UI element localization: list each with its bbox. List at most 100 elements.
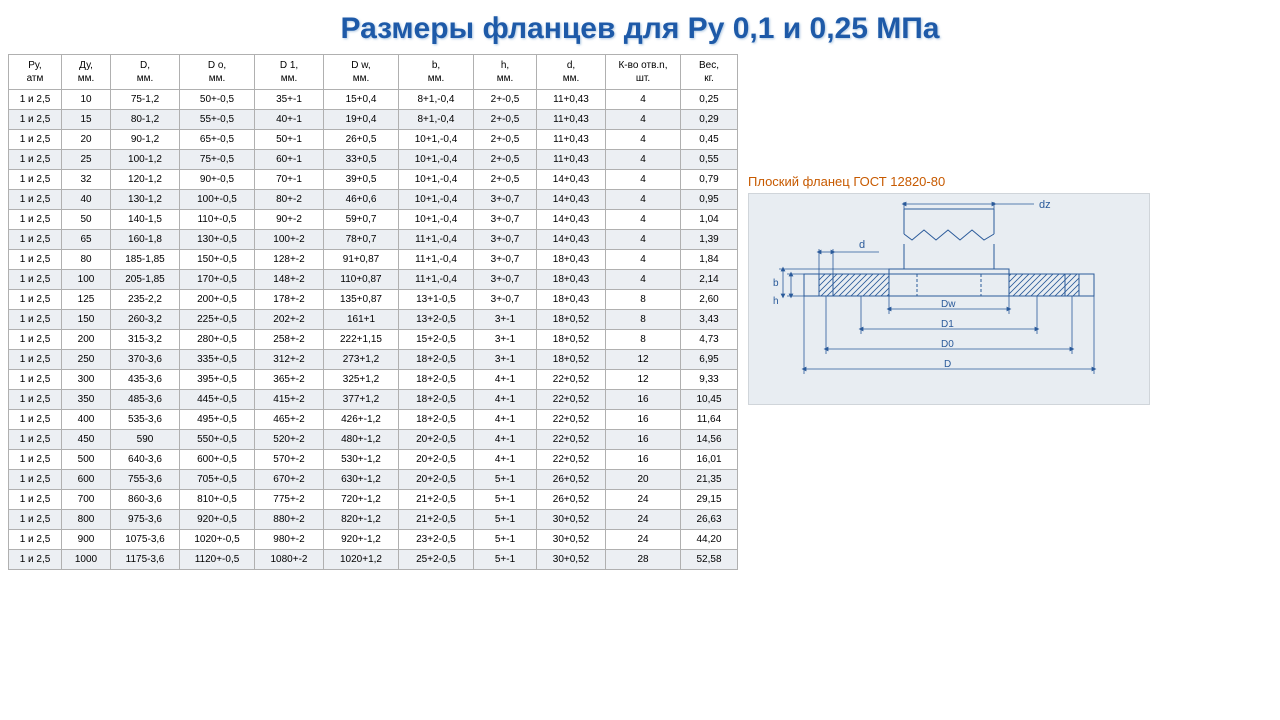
table-cell: 1 и 2,5 (9, 250, 62, 270)
table-cell: 2+-0,5 (474, 170, 537, 190)
table-cell: 23+2-0,5 (399, 530, 474, 550)
table-cell: 80-1,2 (111, 110, 180, 130)
table-cell: 445+-0,5 (180, 390, 255, 410)
table-cell: 315-3,2 (111, 330, 180, 350)
table-cell: 22+0,52 (537, 390, 606, 410)
table-cell: 600+-0,5 (180, 450, 255, 470)
table-row: 1 и 2,550140-1,5110+-0,590+-259+0,710+1,… (9, 210, 738, 230)
table-cell: 46+0,6 (324, 190, 399, 210)
table-cell: 14+0,43 (537, 230, 606, 250)
table-cell: 10 (62, 90, 111, 110)
table-cell: 4 (606, 250, 681, 270)
table-cell: 55+-0,5 (180, 110, 255, 130)
table-cell: 30+0,52 (537, 530, 606, 550)
table-cell: 33+0,5 (324, 150, 399, 170)
table-cell: 755-3,6 (111, 470, 180, 490)
table-cell: 250 (62, 350, 111, 370)
table-cell: 600 (62, 470, 111, 490)
table-cell: 5+-1 (474, 530, 537, 550)
table-cell: 80 (62, 250, 111, 270)
table-cell: 20+2-0,5 (399, 430, 474, 450)
table-cell: 24 (606, 510, 681, 530)
table-cell: 4+-1 (474, 410, 537, 430)
table-cell: 50+-0,5 (180, 90, 255, 110)
table-cell: 15+0,4 (324, 90, 399, 110)
table-cell: 300 (62, 370, 111, 390)
table-cell: 18+0,43 (537, 250, 606, 270)
table-cell: 40+-1 (255, 110, 324, 130)
table-cell: 1020+-0,5 (180, 530, 255, 550)
table-cell: 78+0,7 (324, 230, 399, 250)
table-row: 1 и 2,59001075-3,61020+-0,5980+-2920+-1,… (9, 530, 738, 550)
table-cell: 0,95 (681, 190, 738, 210)
table-cell: 900 (62, 530, 111, 550)
label-b: b (773, 278, 779, 289)
table-cell: 590 (111, 430, 180, 450)
table-cell: 1 и 2,5 (9, 290, 62, 310)
table-cell: 22+0,52 (537, 410, 606, 430)
table-row: 1 и 2,540130-1,2100+-0,580+-246+0,610+1,… (9, 190, 738, 210)
table-cell: 880+-2 (255, 510, 324, 530)
col-header: К-во отв.n,шт. (606, 55, 681, 90)
table-cell: 5+-1 (474, 470, 537, 490)
table-cell: 14,56 (681, 430, 738, 450)
table-cell: 465+-2 (255, 410, 324, 430)
table-cell: 202+-2 (255, 310, 324, 330)
table-cell: 377+1,2 (324, 390, 399, 410)
table-cell: 426+-1,2 (324, 410, 399, 430)
table-cell: 5+-1 (474, 490, 537, 510)
table-cell: 1 и 2,5 (9, 430, 62, 450)
table-row: 1 и 2,5250370-3,6335+-0,5312+-2273+1,218… (9, 350, 738, 370)
table-cell: 44,20 (681, 530, 738, 550)
table-cell: 11+0,43 (537, 150, 606, 170)
table-cell: 350 (62, 390, 111, 410)
table-cell: 16 (606, 450, 681, 470)
table-cell: 110+-0,5 (180, 210, 255, 230)
table-cell: 920+-0,5 (180, 510, 255, 530)
table-cell: 0,29 (681, 110, 738, 130)
table-cell: 235-2,2 (111, 290, 180, 310)
table-cell: 130+-0,5 (180, 230, 255, 250)
table-cell: 1 и 2,5 (9, 110, 62, 130)
table-cell: 222+1,15 (324, 330, 399, 350)
table-row: 1 и 2,51075-1,250+-0,535+-115+0,48+1,-0,… (9, 90, 738, 110)
table-cell: 2,60 (681, 290, 738, 310)
table-cell: 0,45 (681, 130, 738, 150)
table-cell: 335+-0,5 (180, 350, 255, 370)
table-cell: 75+-0,5 (180, 150, 255, 170)
label-Dw: Dw (941, 299, 956, 310)
label-dz: dz (1039, 199, 1051, 211)
table-cell: 200+-0,5 (180, 290, 255, 310)
table-cell: 3,43 (681, 310, 738, 330)
table-cell: 52,58 (681, 550, 738, 570)
table-cell: 20+2-0,5 (399, 470, 474, 490)
table-cell: 1 и 2,5 (9, 390, 62, 410)
table-cell: 18+2-0,5 (399, 350, 474, 370)
flange-diagram: dz d b h (748, 193, 1150, 405)
table-cell: 8+1,-0,4 (399, 90, 474, 110)
table-cell: 32 (62, 170, 111, 190)
table-cell: 161+1 (324, 310, 399, 330)
col-header: D 1,мм. (255, 55, 324, 90)
table-cell: 18+2-0,5 (399, 410, 474, 430)
table-cell: 70+-1 (255, 170, 324, 190)
table-cell: 2+-0,5 (474, 130, 537, 150)
table-cell: 100+-0,5 (180, 190, 255, 210)
table-cell: 3+-0,7 (474, 210, 537, 230)
table-row: 1 и 2,5350485-3,6445+-0,5415+-2377+1,218… (9, 390, 738, 410)
table-cell: 26+0,5 (324, 130, 399, 150)
table-cell: 120-1,2 (111, 170, 180, 190)
table-cell: 8 (606, 290, 681, 310)
table-cell: 975-3,6 (111, 510, 180, 530)
table-cell: 22+0,52 (537, 370, 606, 390)
table-cell: 25 (62, 150, 111, 170)
table-cell: 75-1,2 (111, 90, 180, 110)
table-cell: 39+0,5 (324, 170, 399, 190)
table-cell: 10+1,-0,4 (399, 130, 474, 150)
table-cell: 3+-1 (474, 350, 537, 370)
col-header: d,мм. (537, 55, 606, 90)
table-cell: 59+0,7 (324, 210, 399, 230)
table-cell: 10+1,-0,4 (399, 210, 474, 230)
table-cell: 4 (606, 150, 681, 170)
table-cell: 40 (62, 190, 111, 210)
